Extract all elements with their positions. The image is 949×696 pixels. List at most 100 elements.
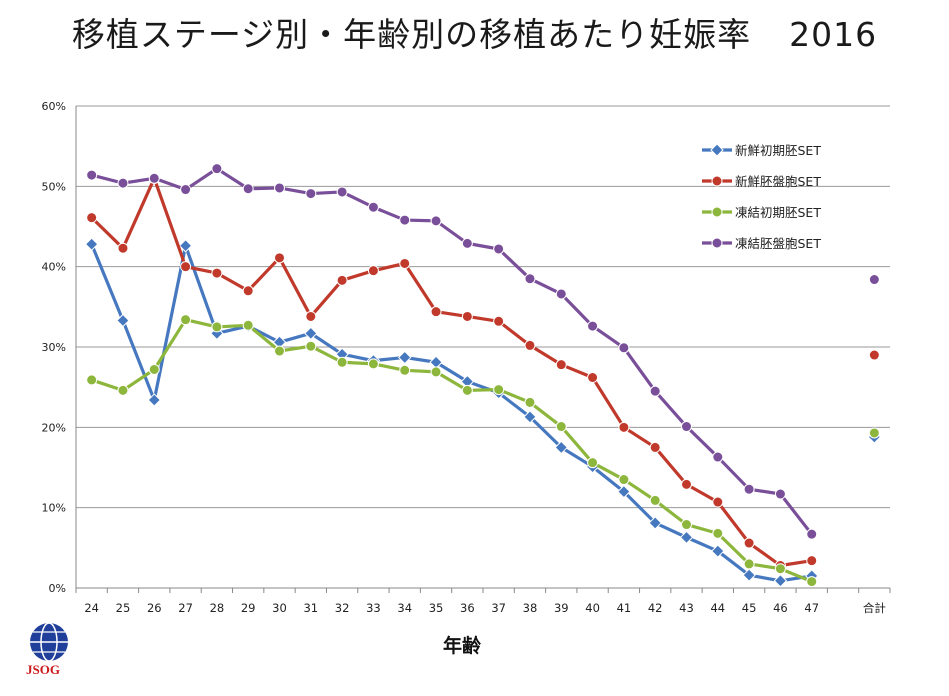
total-point (868, 427, 880, 439)
data-point (681, 519, 692, 531)
data-point (399, 364, 411, 376)
data-point (117, 177, 129, 189)
data-point (367, 265, 379, 277)
data-point (461, 310, 473, 322)
data-point (242, 319, 254, 331)
data-point (398, 350, 412, 365)
data-point (648, 516, 662, 530)
data-point (524, 339, 536, 351)
data-point (743, 558, 755, 570)
data-point (587, 372, 599, 384)
y-tick-label: 20% (42, 421, 66, 434)
data-point (742, 568, 756, 582)
y-tick-label: 60% (42, 100, 66, 113)
x-tick-label: 32 (335, 601, 350, 615)
data-point (649, 441, 661, 453)
y-tick-label: 0% (49, 582, 66, 595)
data-point (86, 169, 98, 181)
series-line-3 (91, 318, 813, 584)
jsog-logo (30, 622, 68, 662)
data-point (305, 310, 317, 322)
data-point (524, 273, 536, 285)
data-point (587, 457, 599, 469)
x-tick-label: 47 (804, 601, 819, 615)
x-tick-label: 26 (147, 601, 162, 615)
logo-text: JSOG (26, 662, 60, 677)
legend-label: 新鮮胚盤胞SET (735, 174, 821, 189)
data-point (617, 484, 631, 499)
x-tick-label: 41 (617, 601, 632, 615)
x-tick-label: 39 (554, 601, 569, 615)
data-point (461, 384, 473, 396)
series-line-1 (90, 243, 812, 583)
x-tick-label: 45 (742, 601, 757, 615)
data-point (116, 313, 130, 328)
data-point (555, 359, 567, 371)
x-tick-label: 40 (585, 601, 600, 615)
title-text: 移植ステージ別・年齢別の移植あたり妊娠率 (71, 15, 752, 54)
data-point (211, 267, 223, 279)
data-point (147, 393, 161, 407)
y-tick-label: 10% (42, 502, 66, 515)
data-point (336, 274, 348, 286)
data-point (117, 384, 129, 396)
data-point (743, 483, 755, 495)
data-point (493, 384, 505, 396)
x-tick-label: 合計 (863, 601, 886, 615)
data-point (712, 451, 724, 463)
x-tick-label: 44 (710, 601, 725, 615)
series-line-4 (91, 167, 813, 536)
data-point (618, 474, 630, 486)
data-point (430, 215, 442, 227)
data-point (367, 358, 379, 370)
data-point (649, 494, 661, 506)
data-point (806, 576, 818, 588)
data-point (178, 239, 193, 253)
legend-label: 凍結胚盤胞SET (735, 236, 821, 251)
x-tick-label: 38 (523, 601, 538, 615)
legend-marker (711, 175, 723, 187)
data-point (399, 257, 411, 269)
data-point (117, 242, 129, 254)
x-tick-label: 36 (460, 601, 475, 615)
data-point (148, 172, 160, 184)
data-point (180, 261, 192, 273)
y-tick-label: 40% (42, 261, 66, 274)
x-tick-label: 27 (178, 601, 193, 615)
data-point (180, 314, 192, 326)
title-year: 2016 (789, 15, 878, 54)
x-tick-label: 35 (429, 601, 444, 615)
data-point (523, 410, 537, 424)
data-point (773, 574, 788, 588)
x-tick-label: 42 (648, 601, 663, 615)
data-point (336, 356, 348, 368)
x-tick-label: 46 (773, 601, 788, 615)
data-point (681, 478, 692, 490)
data-point (274, 252, 285, 264)
data-point (86, 212, 98, 224)
data-point (461, 237, 473, 249)
data-point (806, 528, 818, 540)
data-point (524, 396, 536, 408)
x-tick-label: 31 (303, 601, 318, 615)
data-point (774, 563, 786, 575)
data-point (493, 315, 505, 327)
data-point (618, 421, 630, 433)
data-point (336, 186, 348, 198)
data-point (148, 363, 160, 375)
data-point (211, 163, 223, 175)
x-tick-label: 33 (366, 601, 381, 615)
x-tick-label: 37 (491, 601, 506, 615)
y-tick-label: 30% (42, 341, 66, 354)
data-point (274, 345, 285, 357)
data-point (806, 555, 818, 567)
legend-marker (710, 143, 724, 157)
data-point (649, 385, 661, 397)
data-point (555, 288, 567, 300)
data-point (86, 374, 98, 386)
data-point (242, 285, 254, 297)
data-point (367, 201, 379, 213)
legend-marker (711, 237, 723, 249)
total-point (868, 274, 880, 286)
